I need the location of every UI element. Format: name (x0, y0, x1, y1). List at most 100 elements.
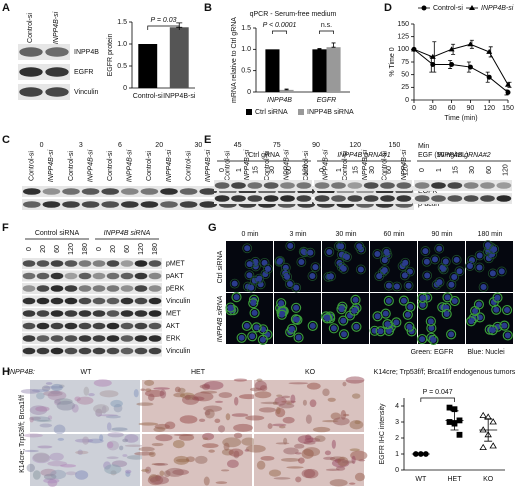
blot-band (22, 201, 41, 208)
blot-band (50, 297, 64, 305)
blot-band (140, 188, 159, 195)
tissue-texture (155, 434, 173, 442)
blot-band (92, 272, 106, 280)
tissue-texture (342, 381, 347, 387)
cell-membrane (441, 308, 452, 320)
nucleus (504, 332, 511, 339)
tissue-texture (245, 415, 265, 421)
blot-band (363, 195, 379, 202)
timepoint-label: 60 min (383, 231, 404, 238)
cell-membrane (502, 330, 513, 341)
tissue-texture (75, 470, 89, 480)
cell-membrane (440, 256, 451, 267)
nucleus (489, 251, 496, 258)
nucleus (351, 307, 358, 314)
y-tick-label: 0 (247, 89, 251, 96)
blot-band (19, 47, 43, 57)
tissue-texture (83, 386, 90, 396)
tissue-texture (267, 423, 273, 430)
nucleus (428, 325, 435, 332)
cell-membrane (351, 321, 362, 332)
blot-band (50, 285, 64, 292)
tissue-texture (306, 382, 321, 390)
blot-strip (22, 283, 162, 294)
nucleus (253, 324, 260, 331)
chart-title: K14cre; Trp53f/f; Brca1f/f endogenous tu… (374, 369, 516, 376)
cell-membrane (398, 295, 409, 306)
lane-label: Control-si (264, 151, 271, 181)
tissue-texture (312, 426, 331, 433)
annotation: P = 0.03 (150, 17, 176, 24)
group-label: Ctrl gRNA (248, 152, 280, 159)
blot-band (120, 188, 139, 195)
panel-letter: D (384, 2, 392, 14)
tissue-texture (126, 455, 146, 460)
tissue-texture (29, 416, 34, 423)
tissue-texture (204, 408, 215, 419)
blot-band (480, 195, 495, 202)
x-tick-label: 120 (483, 105, 495, 112)
tissue-texture (301, 448, 314, 459)
blot-band (50, 347, 64, 355)
blot-band (64, 310, 78, 317)
blot-band (78, 297, 92, 305)
tissue-texture (153, 426, 166, 432)
tissue-texture (93, 379, 112, 387)
nucleus (404, 311, 411, 318)
blot-band (134, 310, 148, 317)
tissue-texture (260, 455, 275, 461)
tissue-texture (179, 415, 198, 424)
nucleus (489, 327, 496, 334)
blot-band (148, 335, 162, 342)
nucleus (491, 246, 498, 253)
y-axis-label: EGFR IHC intensity (379, 403, 386, 465)
y-tick-label: 2 (395, 435, 399, 442)
tissue-texture (104, 464, 122, 475)
cell-membrane (420, 246, 431, 256)
cell-membrane (355, 264, 366, 275)
blot-band (134, 297, 148, 305)
tissue-texture (133, 389, 139, 398)
tissue-texture (56, 400, 76, 411)
blot-band (296, 182, 312, 189)
cell-membrane (241, 320, 252, 331)
legend-label: INPP4B siRNA (307, 109, 354, 116)
cell-membrane (379, 255, 390, 266)
tissue-texture (125, 471, 131, 477)
cell-membrane (350, 294, 361, 305)
nucleus (374, 313, 381, 320)
nucleus (286, 281, 293, 288)
tissue-texture (148, 393, 155, 401)
nucleus (453, 256, 460, 263)
cell-membrane (417, 292, 428, 304)
cell-membrane (285, 279, 295, 289)
blot-band (45, 87, 69, 97)
timepoint-label: 3 (79, 142, 83, 149)
timepoint-label: 0 min (241, 231, 258, 238)
error-bar (284, 88, 289, 91)
tissue-texture (245, 444, 266, 453)
blot-band (78, 260, 92, 267)
tissue-texture (50, 390, 61, 395)
nucleus (340, 317, 347, 324)
tissue-texture (288, 382, 309, 385)
blot-band (106, 285, 120, 292)
nucleus (432, 256, 439, 263)
tissue-texture (47, 415, 53, 421)
nucleus (326, 249, 333, 256)
row-label: INPP4B (74, 49, 99, 56)
blot-band (106, 297, 120, 305)
x-tick-label: INPP4B-si (163, 93, 196, 100)
blot-band (22, 260, 36, 267)
tissue-texture (258, 407, 277, 413)
legend-label: Blue: Nuclei (467, 349, 505, 356)
cell-membrane (442, 292, 453, 303)
cell-membrane (336, 262, 347, 272)
tissue-texture (74, 438, 94, 443)
marker (421, 5, 427, 11)
cell-membrane (282, 271, 292, 282)
nucleus (338, 306, 345, 313)
tissue-texture (283, 447, 299, 455)
nucleus (376, 273, 383, 280)
cell-membrane (421, 256, 432, 267)
